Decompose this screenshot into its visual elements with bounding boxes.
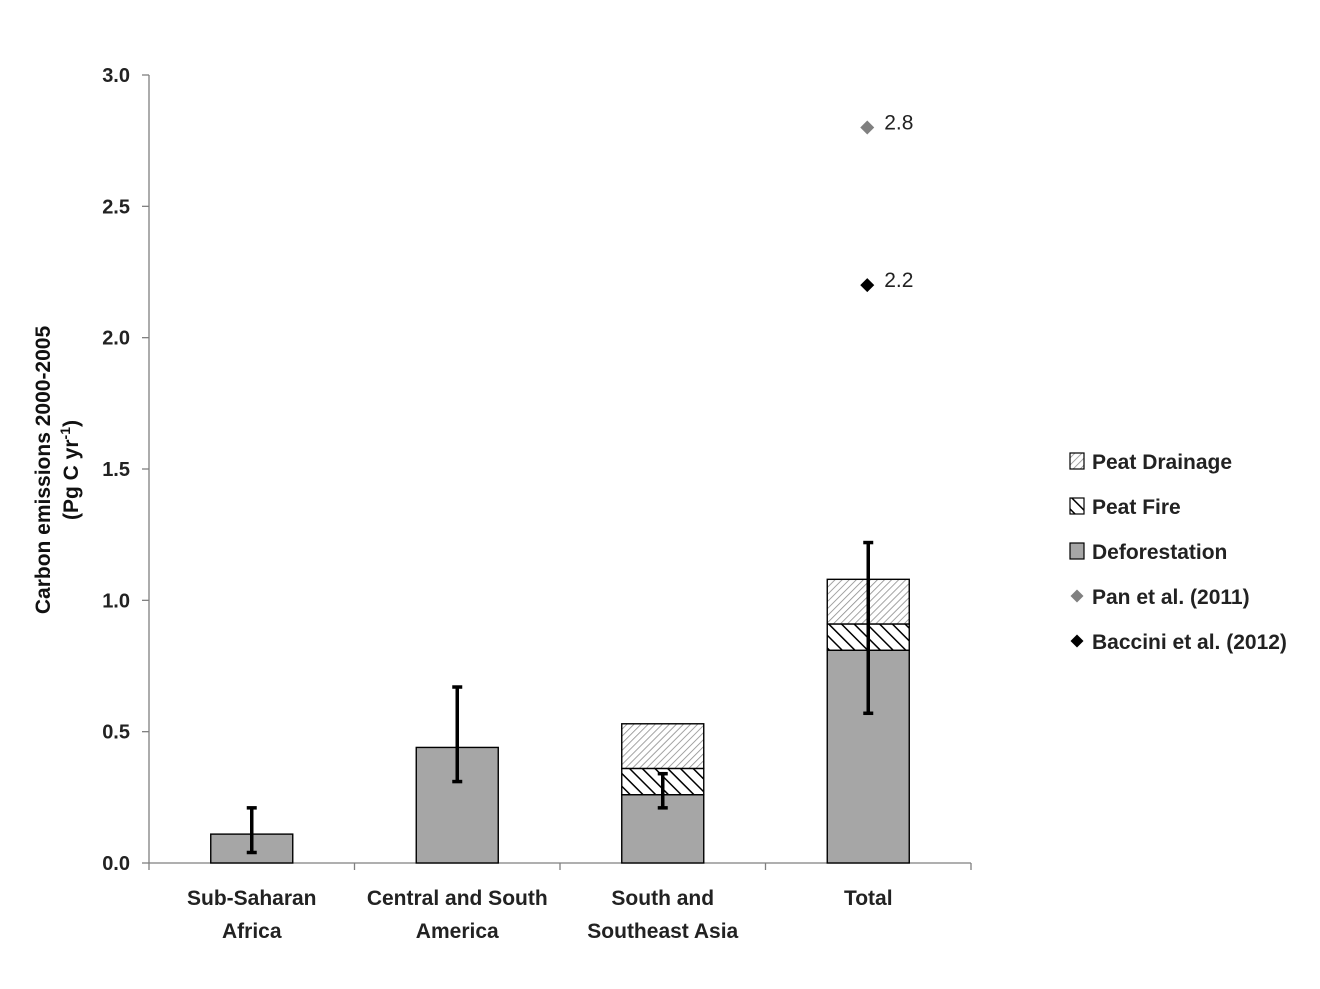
legend-label: Pan et al. (2011) (1092, 586, 1250, 609)
legend-diamond-swatch (1070, 589, 1084, 603)
x-category-label-line: Africa (222, 920, 282, 943)
y-axis-title: Carbon emissions 2000-2005 (32, 326, 55, 615)
x-category-label-line: America (416, 920, 499, 943)
legend-label: Baccini et al. (2012) (1092, 631, 1287, 654)
x-category-label-line: Southeast Asia (587, 920, 738, 943)
y-axis-units: (Pg C yr-1) (57, 420, 83, 520)
x-category-label-line: Total (844, 887, 893, 910)
error-bars (246, 540, 874, 855)
y-tick-label: 2.0 (102, 328, 130, 350)
legend-label: Peat Drainage (1092, 451, 1232, 474)
legend-swatch (1069, 497, 1085, 515)
legend: Peat Drainage Peat Fire Deforestation Pan e… (1069, 451, 1287, 654)
legend-label: Peat Fire (1092, 496, 1181, 519)
reference-points: 2.8 2.2 (860, 112, 913, 293)
reference-point-label: 2.8 (884, 112, 913, 135)
y-tick-label: 1.0 (102, 590, 130, 612)
legend-swatch (1069, 452, 1085, 470)
axes: 0.0 0.5 1.0 1.5 2.0 2.5 3.0 Sub-Saharan Africa Ce… (102, 65, 972, 943)
legend-swatch (1069, 542, 1085, 560)
x-category-label-line: South and (611, 887, 714, 910)
x-category-label-line: Sub-Saharan (187, 887, 317, 910)
y-axis-units-close: ) (60, 420, 83, 427)
legend-label: Deforestation (1092, 541, 1227, 564)
y-tick-label: 2.5 (102, 196, 130, 218)
reference-point-label: 2.2 (884, 269, 913, 292)
y-tick-label: 0.0 (102, 853, 130, 875)
x-category-label: Sub-Saharan Africa (187, 887, 317, 943)
y-axis-units-open: (Pg C yr (60, 439, 83, 520)
x-category-label: Central and South America (367, 887, 548, 943)
x-category-label-line: Central and South (367, 887, 548, 910)
y-tick-label: 3.0 (102, 65, 130, 87)
bars (210, 578, 910, 864)
y-tick-label: 0.5 (102, 722, 130, 744)
bar-peat-drainage (621, 723, 705, 770)
y-tick-label: 1.5 (102, 459, 130, 481)
x-category-label: Total (844, 887, 893, 910)
y-axis-units-sup: -1 (57, 427, 73, 440)
x-category-label: South and Southeast Asia (587, 887, 738, 943)
reference-point-diamond (860, 278, 875, 293)
reference-point-diamond (860, 120, 875, 135)
legend-diamond-swatch (1070, 634, 1084, 648)
